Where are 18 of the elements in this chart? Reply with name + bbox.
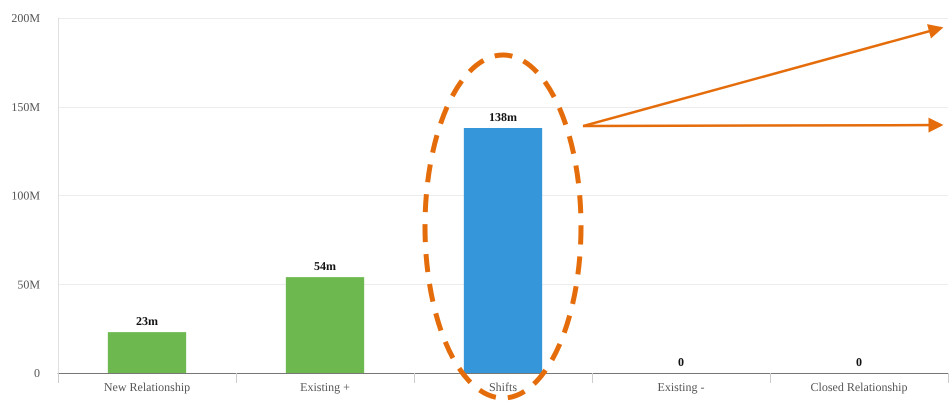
bar — [108, 332, 186, 373]
x-tick-label: Shifts — [488, 380, 518, 394]
x-tick-label: Existing - — [658, 380, 704, 394]
x-tick-label: Existing + — [300, 380, 350, 394]
x-tick-label: New Relationship — [104, 380, 190, 394]
y-tick-label: 150M — [11, 100, 40, 114]
bar — [286, 277, 364, 373]
data-label: 0 — [856, 355, 862, 369]
data-label: 0 — [678, 355, 684, 369]
data-label: 138m — [489, 110, 517, 124]
y-tick-label: 200M — [11, 11, 40, 25]
data-label: 54m — [314, 259, 336, 274]
y-tick-label: 50M — [17, 277, 40, 292]
bar — [464, 128, 542, 373]
data-label: 23m — [136, 314, 158, 328]
y-tick-label: 100M — [11, 188, 40, 202]
y-tick-label: 0 — [34, 366, 40, 380]
x-tick-label: Closed Relationship — [810, 380, 908, 394]
